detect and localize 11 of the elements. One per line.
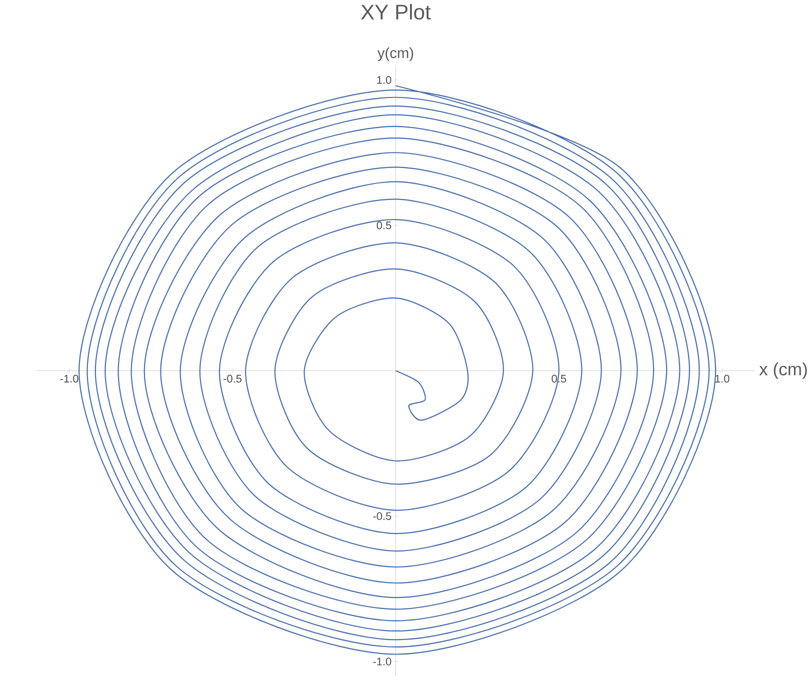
x-tick-label: 1.0 xyxy=(715,374,730,383)
x-tick-label: -0.5 xyxy=(224,374,242,383)
y-tick-label: -0.5 xyxy=(373,512,392,520)
y-axis-title: y(cm) xyxy=(377,47,414,62)
y-tick-label: -1.0 xyxy=(373,658,392,666)
x-tick-label: -1.0 xyxy=(60,374,78,383)
y-tick-label: 0.5 xyxy=(376,221,392,230)
x-axis-title: x (cm) xyxy=(759,362,807,379)
line-series xyxy=(78,85,716,655)
chart-title: XY Plot xyxy=(361,4,431,20)
y-tick-label: 1.0 xyxy=(377,76,392,84)
